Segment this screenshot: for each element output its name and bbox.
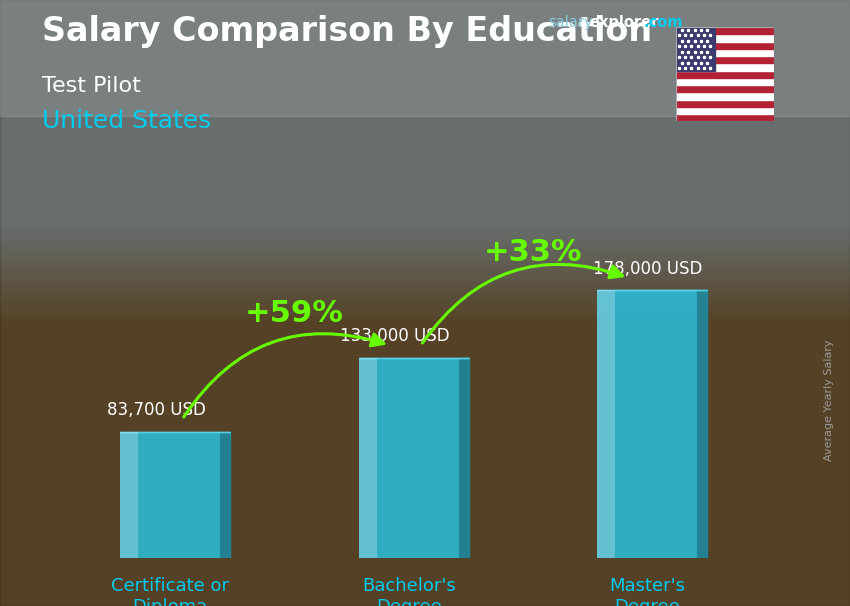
Polygon shape xyxy=(698,290,707,558)
Bar xyxy=(676,71,774,78)
Bar xyxy=(120,432,220,558)
Bar xyxy=(120,432,139,558)
Text: 133,000 USD: 133,000 USD xyxy=(340,327,450,345)
Bar xyxy=(676,114,774,121)
Bar xyxy=(676,35,774,42)
Bar xyxy=(359,358,377,558)
Bar xyxy=(0,0,850,116)
Text: 178,000 USD: 178,000 USD xyxy=(592,260,702,278)
Bar xyxy=(359,358,459,558)
Bar xyxy=(676,42,774,49)
Bar xyxy=(676,56,774,64)
Text: Average Yearly Salary: Average Yearly Salary xyxy=(824,339,834,461)
Bar xyxy=(676,107,774,114)
Text: +33%: +33% xyxy=(484,238,582,267)
Bar xyxy=(676,49,774,56)
Bar xyxy=(676,27,715,71)
Bar xyxy=(598,290,698,558)
Bar xyxy=(676,92,774,99)
Bar xyxy=(598,290,615,558)
Bar xyxy=(676,27,774,35)
Polygon shape xyxy=(459,358,469,558)
Text: Salary Comparison By Education: Salary Comparison By Education xyxy=(42,15,653,48)
Text: Test Pilot: Test Pilot xyxy=(42,76,141,96)
Text: United States: United States xyxy=(42,109,212,133)
Text: explorer: explorer xyxy=(589,15,659,30)
Bar xyxy=(676,99,774,107)
Text: +59%: +59% xyxy=(245,299,343,328)
Bar xyxy=(676,78,774,85)
Text: 83,700 USD: 83,700 USD xyxy=(106,401,206,419)
Bar xyxy=(676,85,774,92)
Polygon shape xyxy=(220,432,230,558)
Text: salary: salary xyxy=(548,15,592,30)
Text: .com: .com xyxy=(643,15,683,30)
Bar xyxy=(676,64,774,71)
